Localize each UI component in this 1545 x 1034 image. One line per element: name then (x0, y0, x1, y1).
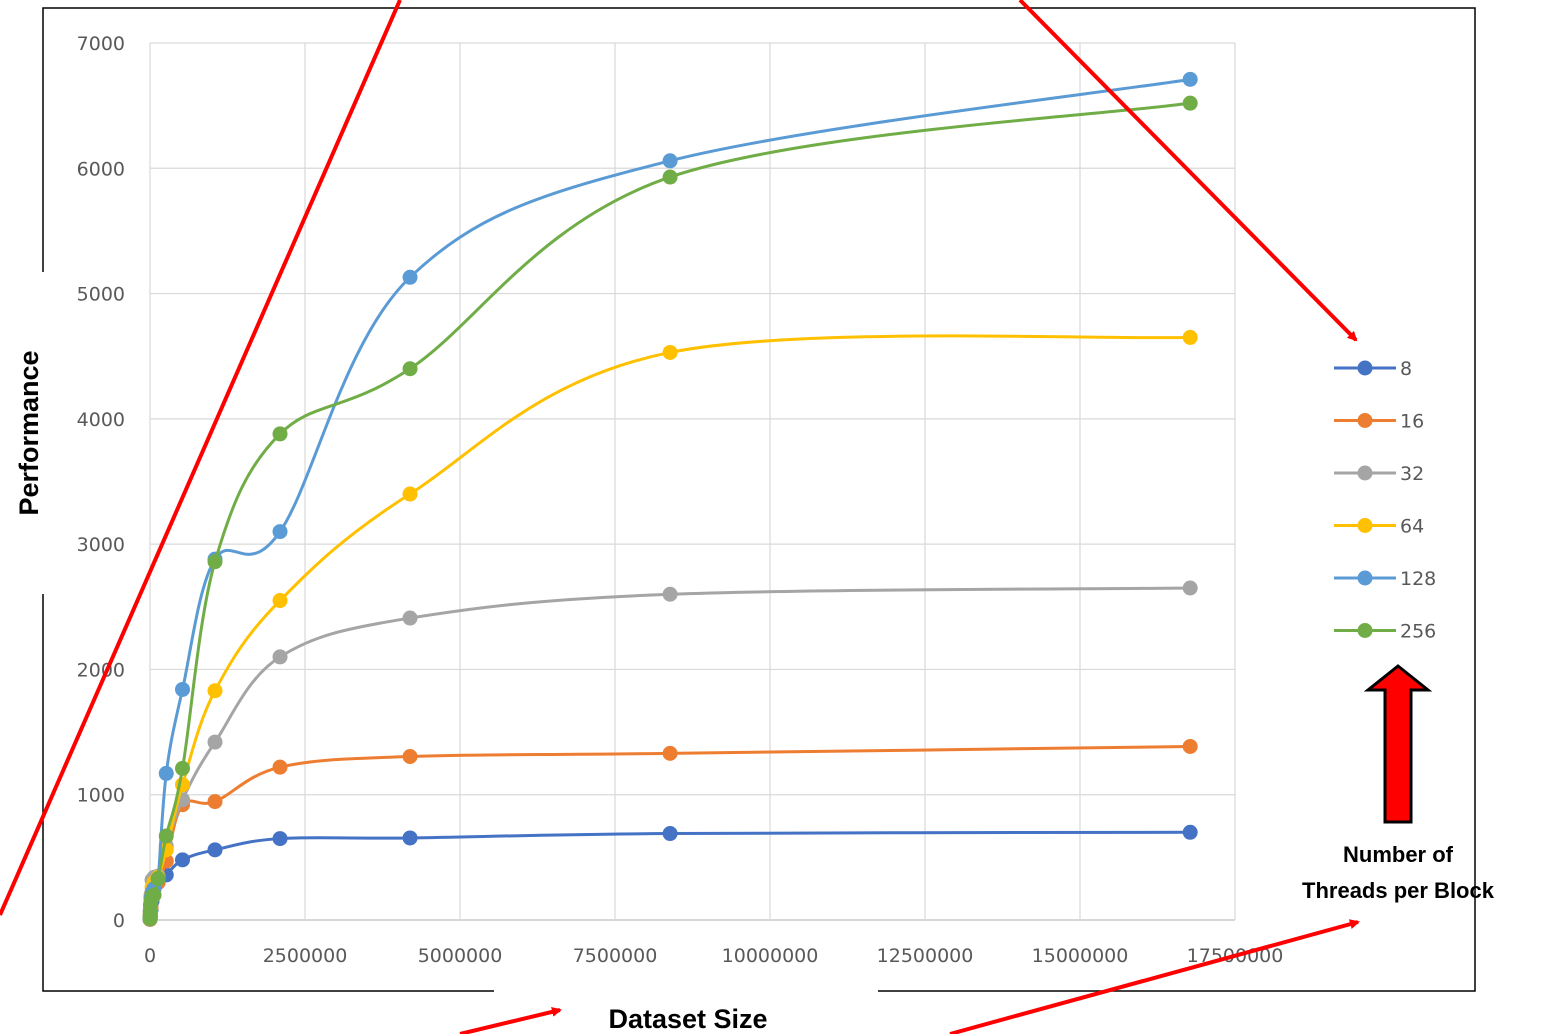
legend-swatch-marker (1357, 623, 1373, 638)
x-tick-label: 10000000 (722, 945, 819, 967)
data-point (272, 649, 288, 665)
data-point (207, 683, 223, 699)
data-point (158, 765, 174, 781)
legend-swatch-marker (1357, 360, 1373, 376)
legend-item-128: 128 (1334, 568, 1436, 590)
y-tick-label: 2000 (77, 659, 125, 681)
data-point (1182, 738, 1198, 754)
x-tick-label: 2500000 (263, 945, 348, 967)
data-point (272, 593, 288, 609)
data-point (175, 852, 191, 868)
data-point (272, 759, 288, 775)
legend-label: 64 (1400, 516, 1424, 538)
x-tick-label: 0 (144, 945, 156, 967)
data-point (662, 586, 678, 602)
y-tick-label: 5000 (77, 284, 125, 306)
data-point (272, 426, 288, 442)
data-point (662, 344, 678, 360)
y-tick-label: 3000 (77, 534, 125, 556)
chart-area-border (42, 7, 1476, 992)
red-up-arrow-icon (1363, 664, 1433, 824)
data-point (1182, 71, 1198, 87)
red-arrow-to-x-title (459, 1007, 562, 1034)
series-group (142, 71, 1198, 927)
data-point (146, 887, 162, 903)
legend-label: 256 (1400, 621, 1436, 643)
legend-swatch-marker (1357, 413, 1373, 428)
legend-item-32: 32 (1334, 463, 1424, 485)
legend-swatch-marker (1357, 570, 1373, 586)
y-title-mask (8, 272, 48, 594)
data-point (207, 734, 223, 750)
data-point (662, 169, 678, 185)
y-tick-label: 7000 (77, 33, 125, 55)
data-point (662, 826, 678, 842)
legend-title: Number of Threads per Block (1302, 842, 1495, 903)
x-tick-label: 15000000 (1032, 945, 1129, 967)
y-axis-title: Performance (14, 350, 44, 515)
y-tick-label: 1000 (77, 785, 125, 807)
data-point (402, 749, 418, 765)
x-tick-label: 7500000 (573, 945, 658, 967)
legend-item-256: 256 (1334, 621, 1436, 643)
x-tick-label: 12500000 (877, 945, 974, 967)
data-point (1182, 580, 1198, 596)
y-tick-label: 0 (113, 910, 125, 932)
data-point (272, 524, 288, 540)
data-point (402, 486, 418, 502)
data-point (402, 610, 418, 626)
legend-label: 128 (1400, 568, 1436, 590)
data-point (1182, 329, 1198, 345)
data-point (662, 745, 678, 761)
data-point (1182, 95, 1198, 111)
series-256 (142, 95, 1198, 927)
data-point (175, 681, 191, 697)
data-point (207, 794, 223, 810)
legend-title-line-2: Threads per Block (1302, 878, 1495, 903)
y-axis-ticks: 0 1000 2000 3000 4000 5000 6000 7000 (77, 33, 125, 932)
data-point (402, 361, 418, 377)
legend-item-64: 64 (1334, 516, 1424, 538)
legend-label: 16 (1400, 411, 1424, 433)
legend-swatch-marker (1357, 518, 1373, 533)
legend-title-line-1: Number of (1343, 842, 1454, 867)
legend-swatch-marker (1357, 465, 1373, 481)
data-point (158, 828, 174, 844)
data-point (1182, 824, 1198, 840)
y-tick-label: 4000 (77, 409, 125, 431)
red-diagonal-line (0, 0, 402, 916)
data-point (662, 153, 678, 169)
y-tick-label: 6000 (77, 158, 125, 180)
data-point (150, 871, 166, 887)
data-point (207, 554, 223, 570)
data-point (207, 842, 223, 858)
data-point (272, 831, 288, 847)
x-axis-title: Dataset Size (608, 1004, 767, 1034)
legend-label: 32 (1400, 463, 1424, 485)
data-point (402, 830, 418, 846)
red-arrow-to-legend-title (949, 919, 1360, 1034)
legend: 8 16 32 64 128 256 (1334, 358, 1436, 643)
x-tick-label: 5000000 (418, 945, 503, 967)
legend-item-16: 16 (1334, 411, 1424, 433)
data-point (175, 760, 191, 776)
x-axis-ticks: 0 2500000 5000000 7500000 10000000 12500000 15… (144, 945, 1283, 967)
legend-label: 8 (1400, 358, 1412, 380)
legend-item-8: 8 (1334, 358, 1412, 380)
red-arrow-to-legend (1018, 0, 1358, 342)
data-point (402, 269, 418, 285)
